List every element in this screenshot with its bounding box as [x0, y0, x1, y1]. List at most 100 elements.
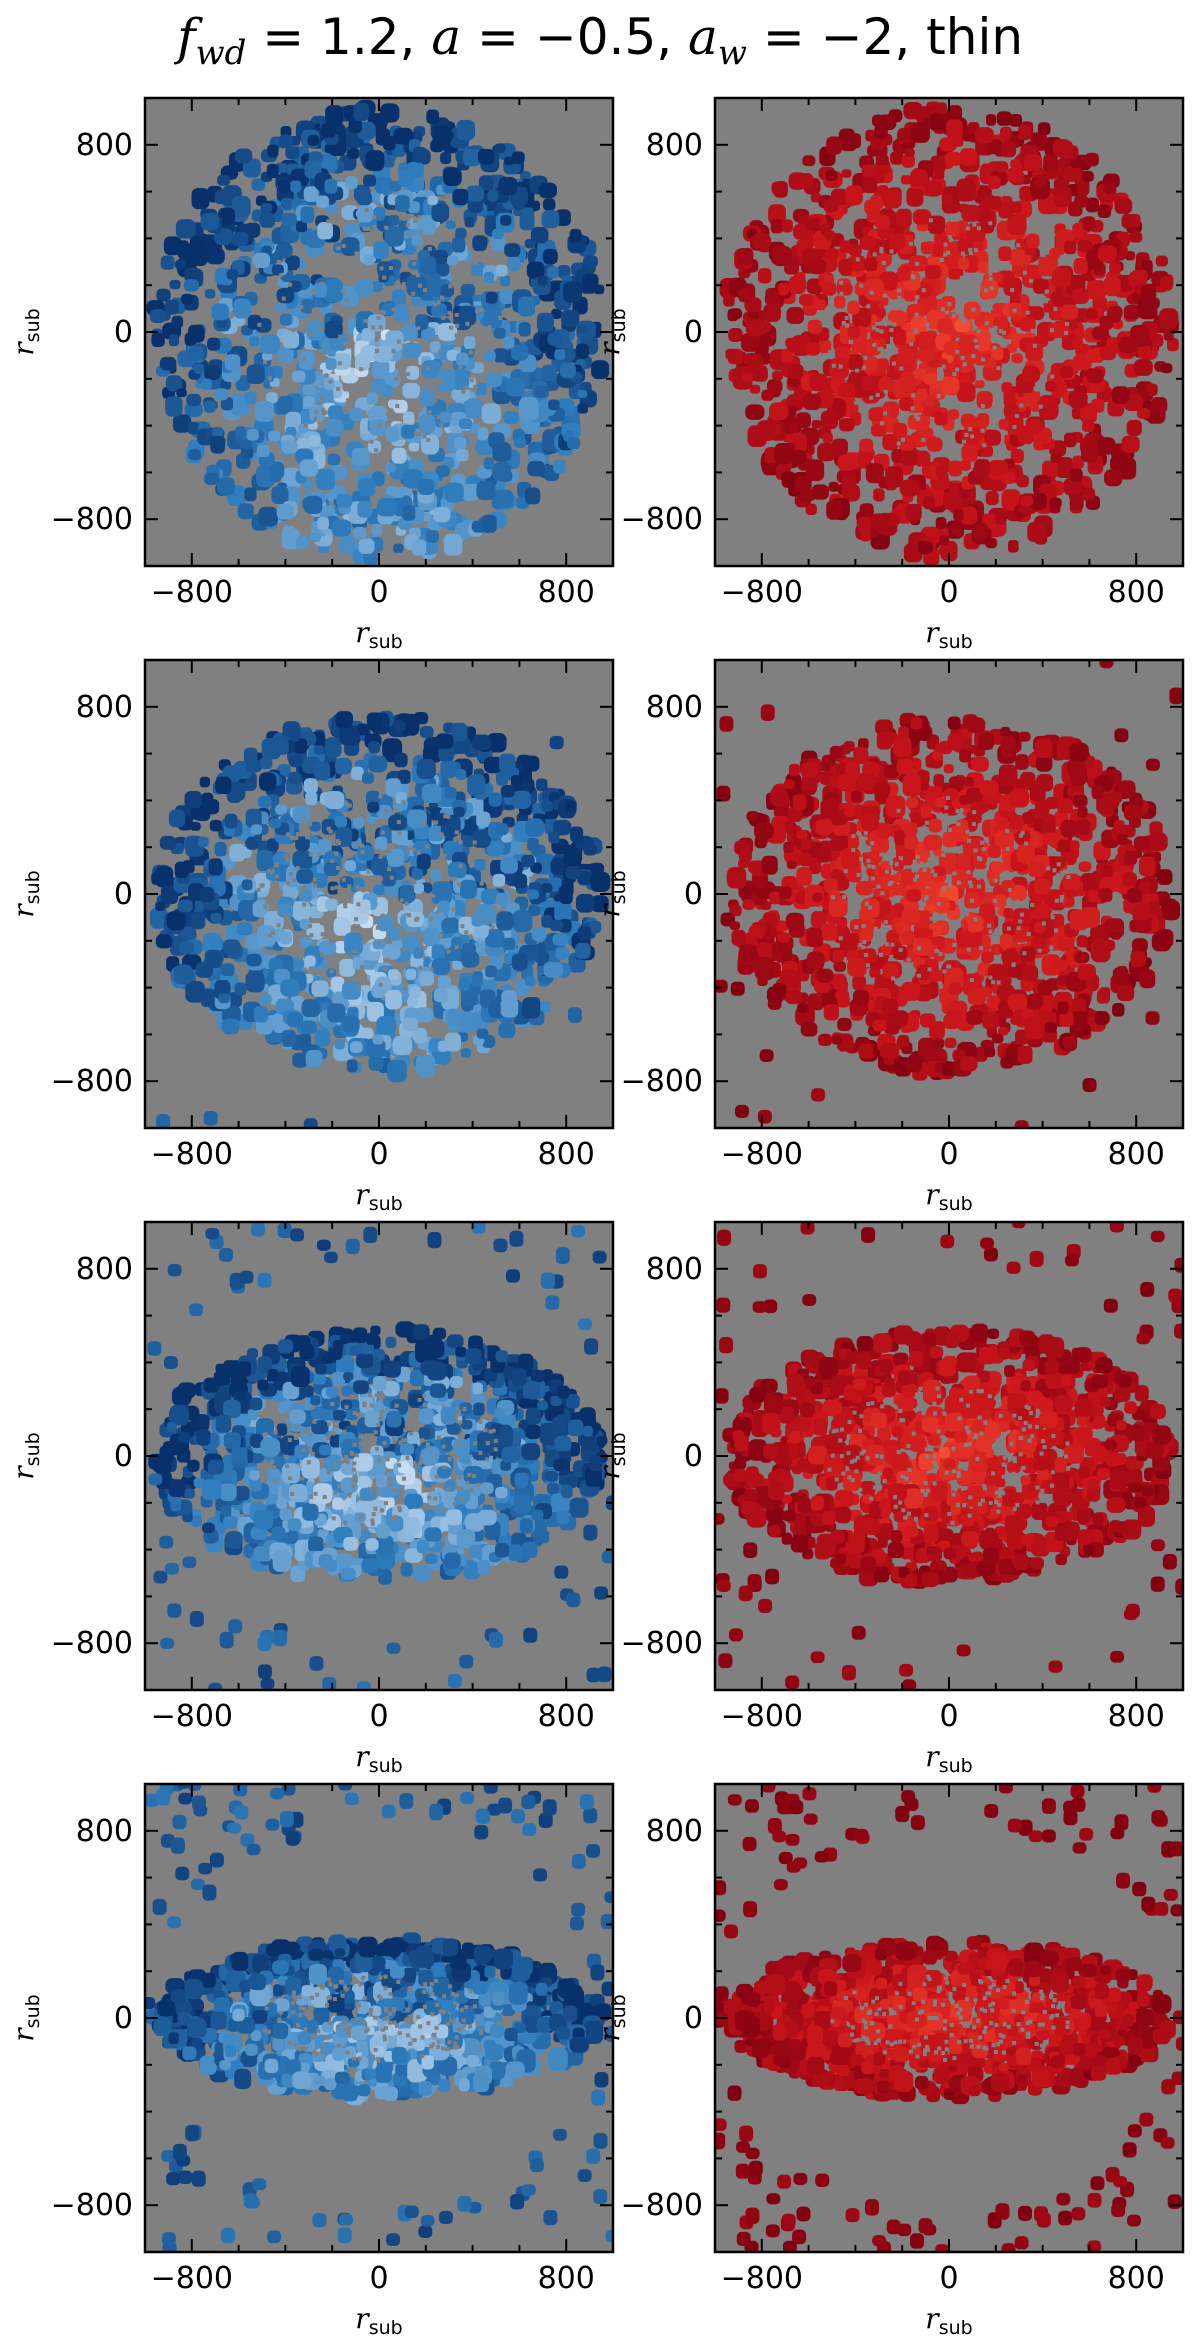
heatmap-cell: [1063, 478, 1083, 496]
heatmap-cell: [1019, 946, 1036, 963]
heatmap-gap: [984, 321, 989, 326]
heatmap-gap: [372, 214, 377, 219]
heatmap-gap: [391, 348, 396, 353]
heatmap-gap: [469, 378, 474, 383]
heatmap-cell: [450, 722, 468, 742]
heatmap-cell: [392, 543, 404, 553]
heatmap-gap: [382, 275, 387, 280]
heatmap-cell: [781, 348, 794, 363]
heatmap-cell: [792, 794, 807, 811]
heatmap-gap: [938, 375, 943, 380]
heatmap-cell: [590, 862, 605, 875]
heatmap-cell: [981, 951, 994, 964]
heatmap-gap: [426, 438, 431, 443]
heatmap-cell: [280, 979, 301, 997]
heatmap-gap: [343, 902, 348, 907]
heatmap-cell: [1027, 993, 1044, 1008]
heatmap-cell: [279, 931, 292, 945]
heatmap-cell: [912, 209, 932, 225]
heatmap-gap: [940, 307, 945, 312]
heatmap-cell: [536, 312, 554, 332]
heatmap-cell: [591, 895, 609, 913]
heatmap-cell: [460, 483, 481, 501]
heatmap-cell: [437, 975, 451, 989]
heatmap-cell: [899, 372, 917, 393]
heatmap-cell: [385, 778, 401, 797]
heatmap-cell: [483, 457, 495, 470]
heatmap-cell: [1060, 819, 1077, 838]
heatmap-cell: [1039, 404, 1059, 421]
heatmap-gap: [320, 281, 325, 286]
heatmap-cell: [397, 769, 411, 784]
heatmap-gap: [418, 965, 423, 970]
heatmap-cell: [371, 378, 386, 393]
heatmap-gap: [272, 278, 277, 283]
heatmap-cell: [295, 836, 310, 852]
heatmap-cell: [757, 420, 776, 441]
heatmap-cell: [248, 336, 260, 347]
heatmap-gap: [483, 284, 488, 289]
heatmap-cell: [258, 506, 279, 527]
heatmap-cell: [418, 414, 436, 434]
heatmap-gap: [388, 265, 393, 270]
heatmap-gap: [1033, 386, 1038, 391]
heatmap-cell: [234, 982, 247, 996]
heatmap-gap: [326, 957, 331, 962]
heatmap-gap: [326, 826, 331, 831]
heatmap-cell: [201, 378, 212, 390]
heatmap-cell: [191, 188, 210, 210]
heatmap-cell: [543, 961, 564, 978]
heatmap-gap: [875, 393, 880, 398]
heatmap-gap: [479, 288, 484, 293]
heatmap-cell: [446, 1008, 463, 1026]
heatmap-gap: [380, 830, 385, 835]
heatmap-gap: [869, 395, 874, 400]
heatmap-cell: [414, 1007, 434, 1023]
heatmap-cell: [1136, 407, 1151, 419]
heatmap-gap: [391, 307, 396, 312]
heatmap-cell: [742, 372, 753, 382]
heatmap-cell: [257, 795, 272, 808]
heatmap-gap: [889, 249, 894, 254]
heatmap-cell: [503, 411, 519, 424]
heatmap-gap: [428, 390, 433, 395]
heatmap-cell: [299, 459, 319, 477]
heatmap-cell: [954, 318, 971, 333]
heatmap-cell: [757, 268, 772, 284]
heatmap-cell: [917, 867, 934, 886]
heatmap-cell: [504, 243, 521, 257]
heatmap-gap: [343, 904, 348, 909]
heatmap-cell: [507, 256, 521, 271]
heatmap-cell: [748, 925, 765, 939]
heatmap-cell: [900, 446, 918, 467]
heatmap-cell: [241, 438, 253, 450]
x-tick-label: 0: [369, 1137, 388, 1172]
heatmap-cell: [295, 535, 309, 549]
heatmap-cell: [362, 174, 377, 187]
heatmap-gap: [952, 313, 957, 318]
heatmap-cell: [502, 937, 516, 951]
heatmap-gap: [375, 925, 380, 930]
heatmap-cell: [901, 981, 921, 1001]
heatmap-cell: [822, 432, 833, 444]
heatmap-cell: [836, 282, 853, 296]
heatmap-cell: [476, 480, 496, 501]
heatmap-cell: [186, 393, 202, 407]
heatmap-gap: [279, 272, 284, 277]
heatmap-cell: [511, 953, 528, 971]
heatmap-cell: [481, 403, 501, 424]
heatmap-cell: [947, 409, 960, 420]
heatmap-cell: [845, 185, 863, 206]
heatmap-gap: [319, 952, 324, 957]
heatmap-cell: [1019, 317, 1036, 332]
heatmap-cell: [358, 899, 371, 914]
heatmap-gap: [889, 954, 894, 959]
heatmap-gap: [972, 822, 977, 827]
heatmap-cell: [1001, 949, 1019, 964]
heatmap-gap: [320, 920, 325, 925]
heatmap-cell: [174, 259, 187, 270]
heatmap-cell: [166, 911, 186, 931]
heatmap-cell: [885, 795, 906, 818]
heatmap-cell: [751, 871, 769, 889]
